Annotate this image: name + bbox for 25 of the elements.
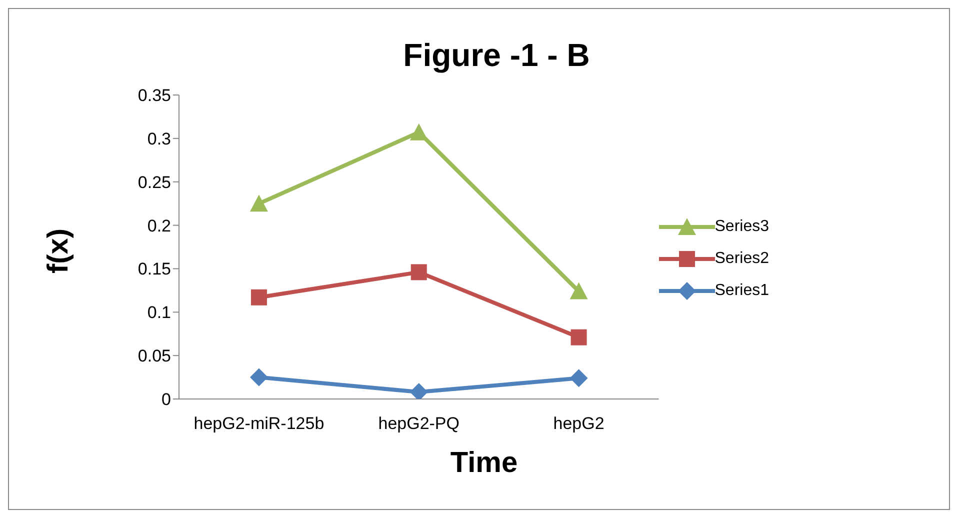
x-tick-label: hepG2-miR-125b: [194, 414, 324, 434]
y-tick-label: 0.25: [138, 172, 171, 192]
y-tick-label: 0.2: [147, 216, 171, 236]
y-tick-label: 0.1: [147, 303, 171, 322]
y-tick-label: 0.05: [138, 346, 171, 366]
point: [410, 123, 428, 140]
y-tick-label: 0.3: [147, 129, 171, 148]
x-axis-title: Time: [449, 447, 519, 480]
point: [250, 194, 268, 212]
point: [410, 264, 427, 280]
y-tick-label: 0.35: [138, 86, 171, 106]
legend-label: Series3: [714, 218, 769, 236]
legend-label: Series2: [714, 250, 769, 268]
point: [570, 369, 588, 388]
legend-label: Series1: [714, 282, 769, 300]
y-tick-label: 0: [162, 390, 171, 410]
y-tick-label: 0.15: [138, 260, 171, 279]
chart-title: Figure -1 - B: [402, 37, 591, 74]
point: [250, 289, 267, 306]
x-tick-label: hepG2: [553, 414, 604, 434]
point: [570, 282, 588, 300]
y-axis-title: f(x): [42, 228, 76, 274]
point: [570, 329, 587, 346]
x-tick-label: hepG2-PQ: [378, 414, 460, 434]
point: [250, 368, 268, 386]
